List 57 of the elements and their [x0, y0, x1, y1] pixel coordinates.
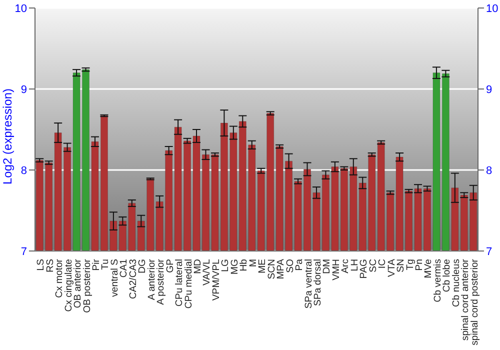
x-tick-label: Pir	[90, 258, 102, 271]
x-tick-label: Cb nucleus	[450, 258, 462, 307]
x-tick-label: VTA	[386, 258, 398, 277]
x-tick-label: MVe	[423, 259, 434, 278]
x-tick-label: DM	[322, 258, 333, 274]
x-tick-label: spinal cord posterior	[469, 258, 480, 346]
x-tick-label: RS	[44, 259, 56, 272]
x-tick-label: OB anterior	[72, 258, 84, 308]
x-tick-label: MD	[192, 258, 204, 274]
x-tick-label: MG	[229, 259, 240, 274]
x-tick-label: SPa dorsal	[312, 259, 324, 306]
x-tick-label: Cb lobe	[442, 259, 453, 292]
x-tick-label: Arc	[340, 258, 352, 274]
x-tick-label: CA2/CA3	[128, 259, 139, 299]
x-tick-label: Cx motor	[54, 258, 66, 298]
x-tick-label: OB posterior	[82, 258, 93, 313]
x-tick-label: DG	[137, 259, 148, 274]
y2-tick-label: 10	[486, 2, 498, 15]
x-tick-label: PAG	[358, 259, 370, 279]
x-tick-label: CPu medial	[183, 259, 194, 309]
x-tick-label: Cb vermis	[432, 258, 444, 302]
y-tick-label: 8	[20, 164, 27, 177]
y2-tick-label: 8	[486, 164, 492, 177]
x-tick-label: CPu lateral	[174, 259, 186, 306]
x-tick-label: SN	[396, 258, 407, 272]
x-tick-label: ME	[257, 259, 268, 274]
x-tick-label: Tg	[404, 259, 416, 270]
x-tick-label: CA1	[118, 259, 130, 278]
x-tick-label: Cx cingulate	[63, 259, 74, 312]
y-tick-label: 7	[20, 246, 27, 258]
x-tick-label: M	[248, 259, 259, 267]
y-tick-label: 9	[20, 84, 27, 96]
x-tick-label: Pa	[294, 258, 306, 271]
x-tick-label: Pn	[414, 259, 426, 271]
x-tick-label: SC	[368, 258, 379, 272]
x-tick-label: SCN	[266, 258, 278, 280]
x-tick-label: LH	[349, 258, 360, 272]
x-tick-label: SPa ventral	[303, 259, 314, 309]
x-tick-label: ventral S	[109, 259, 120, 297]
x-tick-label: VMH	[330, 258, 342, 280]
x-tick-label: MPA	[276, 258, 287, 280]
x-tick-label: A anterior	[146, 258, 158, 300]
x-tick-label: LS	[36, 259, 47, 271]
y2-tick-label: 9	[486, 84, 492, 96]
x-tick-label: Hb	[238, 259, 250, 272]
x-tick-label: VA/VL	[202, 258, 213, 286]
y-tick-label: 10	[14, 2, 27, 15]
x-tick-label: A posterior	[156, 258, 167, 305]
x-tick-label: spinal cord anterior	[460, 258, 472, 341]
x-tick-label: LG	[220, 259, 232, 272]
x-tick-label: Tu	[100, 259, 112, 270]
x-tick-label: GP	[164, 259, 176, 273]
x-tick-label: VPM/VPL	[210, 258, 222, 301]
y-axis-title: Log2 (expression)	[0, 88, 14, 184]
y2-tick-label: 7	[486, 246, 492, 258]
x-tick-label: SO	[284, 259, 296, 273]
x-tick-label: IC	[377, 258, 388, 269]
